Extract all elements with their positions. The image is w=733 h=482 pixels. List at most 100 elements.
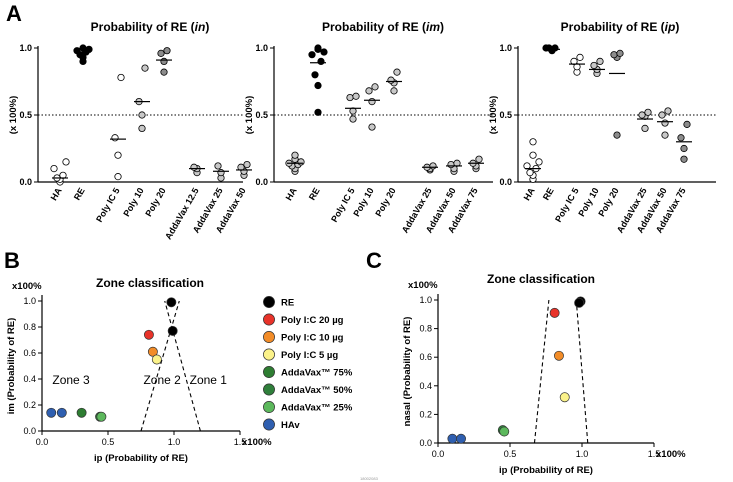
data-point xyxy=(683,120,691,128)
legend: RE Poly I:C 20 µg Poly I:C 10 µg Poly I:C 5… xyxy=(263,296,353,431)
data-point xyxy=(317,57,325,66)
strip-plot-im: Probability of RE (im) 0.0 0.5 1.0 (x 100%) H… xyxy=(244,20,493,235)
data-point xyxy=(73,47,81,55)
data-point xyxy=(542,44,550,52)
legend-swatch xyxy=(263,366,275,378)
data-point xyxy=(56,407,67,418)
legend-label: AddaVax™ 50% xyxy=(281,385,353,396)
data-point xyxy=(117,73,125,82)
data-point xyxy=(499,426,510,437)
data-point xyxy=(62,158,70,166)
title-prefix: Probability of RE ( xyxy=(91,20,195,34)
data-point xyxy=(346,93,354,102)
data-point xyxy=(658,111,666,119)
zone-boundary xyxy=(140,300,180,432)
panel-label-b: B xyxy=(4,248,20,273)
data-point xyxy=(214,162,222,170)
y-tick-label: 0.0 xyxy=(19,177,32,187)
data-point xyxy=(475,155,483,163)
x-unit: x100% xyxy=(242,437,272,448)
legend-label: Poly I:C 20 µg xyxy=(281,315,344,326)
data-point xyxy=(638,111,646,119)
data-point xyxy=(447,160,455,169)
zone-label: Zone 3 xyxy=(52,373,90,387)
data-point xyxy=(596,57,604,66)
data-point xyxy=(365,87,373,95)
y-tick-label: 0.0 xyxy=(255,177,268,187)
title-suffix: ) xyxy=(205,20,209,34)
legend-swatch xyxy=(263,401,275,413)
data-point xyxy=(549,307,560,318)
y-axis-label: (x 100%) xyxy=(8,96,19,135)
y-tick-label: 0.0 xyxy=(419,438,432,448)
data-point xyxy=(535,158,543,166)
zone-plot-nasal-vs-ip: Zone classification 0.0 0.2 0.4 0.6 0.8 1.0 0.0… xyxy=(402,272,686,476)
category-label: RE xyxy=(541,186,556,202)
data-point xyxy=(314,81,322,90)
data-point xyxy=(368,98,376,106)
data-point xyxy=(160,68,168,76)
data-point xyxy=(447,433,458,444)
data-point xyxy=(147,346,158,357)
data-point xyxy=(291,151,299,159)
data-point xyxy=(677,134,685,142)
data-point xyxy=(151,354,162,365)
y-axis-label: nasal (Probability of RE) xyxy=(402,317,413,427)
y-axis-label: im (Probability of RE) xyxy=(6,318,17,415)
x-tick-label: 0.0 xyxy=(36,437,49,447)
data-point xyxy=(314,108,322,116)
data-point xyxy=(166,297,177,308)
title-route: in xyxy=(195,20,206,34)
panel-label-c: C xyxy=(366,248,382,273)
y-tick-label: 0.5 xyxy=(255,110,268,120)
category-label: RE xyxy=(307,186,322,202)
legend-label: AddaVax™ 25% xyxy=(281,403,353,414)
data-point xyxy=(390,87,398,95)
data-point xyxy=(297,158,305,166)
y-axis-label: (x 100%) xyxy=(244,96,255,135)
y-tick-label: 0.6 xyxy=(23,348,36,358)
data-point xyxy=(50,165,58,173)
category-label: HA xyxy=(284,186,299,203)
y-tick-label: 1.0 xyxy=(499,43,512,53)
legend-swatch xyxy=(263,383,275,396)
y-tick-label: 0.4 xyxy=(419,381,432,391)
title-route: im xyxy=(426,20,440,34)
legend-swatch xyxy=(263,331,275,343)
legend-label: Poly I:C 5 µg xyxy=(281,350,338,361)
category-label: Poly 10 xyxy=(121,186,145,218)
x-tick-label: 1.0 xyxy=(576,449,589,459)
data-point xyxy=(576,53,584,61)
x-tick-label: 1.5 xyxy=(648,449,661,459)
legend-label: HAv xyxy=(281,420,300,431)
data-point xyxy=(590,61,598,70)
data-point xyxy=(641,124,649,132)
data-point xyxy=(138,124,146,132)
y-tick-label: 0.2 xyxy=(419,409,432,419)
x-tick-label: 0.5 xyxy=(102,437,115,447)
y-tick-label: 1.0 xyxy=(23,296,36,306)
chart-title: Zone classification xyxy=(487,272,595,286)
chart-title: Probability of RE (in) xyxy=(91,20,210,34)
category-label: HA xyxy=(49,186,64,203)
data-point xyxy=(661,119,669,127)
zone-label: Zone 1 xyxy=(190,373,228,387)
data-point xyxy=(429,162,437,170)
strip-plot-in: Probability of RE (in) 0.0 0.5 1.0 (x 100%) H… xyxy=(8,20,252,241)
category-label: RE xyxy=(72,186,87,202)
data-point xyxy=(387,76,395,84)
title-route: ip xyxy=(665,20,676,34)
footer-mark: 18002083 xyxy=(360,476,379,481)
data-point xyxy=(217,169,225,177)
data-point xyxy=(96,411,107,422)
panel-label-a: A xyxy=(6,1,22,26)
data-point xyxy=(529,151,537,159)
y-tick-label: 0.0 xyxy=(499,177,512,187)
data-point xyxy=(141,64,149,72)
data-point xyxy=(664,107,672,115)
data-point xyxy=(554,350,564,361)
data-point xyxy=(308,51,316,59)
data-point xyxy=(613,131,621,139)
legend-label: AddaVax™ 75% xyxy=(281,368,353,379)
